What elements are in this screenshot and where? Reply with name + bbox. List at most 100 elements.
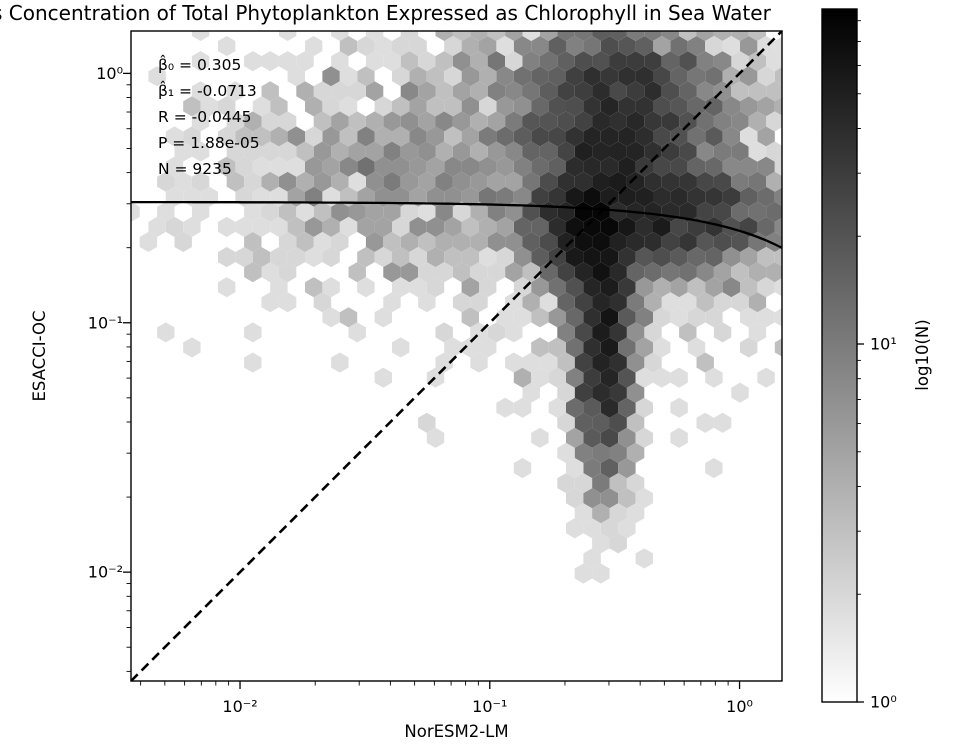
hexbin-cell	[687, 126, 706, 147]
hexbin-cell	[566, 277, 584, 298]
hexbin-cell	[670, 156, 688, 177]
hexbin-cell	[418, 141, 436, 162]
hexbin-cell	[688, 6, 705, 26]
hexbin-cell	[722, 126, 740, 147]
hexbin-cell	[461, 216, 479, 237]
hexbin-cell	[670, 216, 688, 237]
hexbin-cell	[609, 171, 627, 192]
hexbin-cell	[670, 36, 688, 57]
hexbin-cell	[609, 382, 627, 403]
hexbin-cell	[661, 111, 680, 132]
hexbin-cell	[566, 156, 584, 177]
hexbin-cell	[339, 307, 358, 328]
hexbin-cell	[626, 111, 645, 132]
hexbin-cell	[218, 36, 236, 57]
hexbin-cell	[626, 51, 645, 72]
hexbin-cell	[331, 81, 349, 102]
hexbin-cell	[661, 262, 680, 283]
axes-box	[130, 30, 783, 682]
hexbin-cell	[679, 141, 697, 162]
hexbin-cell	[670, 277, 688, 298]
hexbin-cell	[305, 96, 323, 117]
hexbin-cell	[522, 231, 540, 252]
hexbin-cell	[757, 367, 775, 388]
hexbin-cell	[757, 307, 775, 328]
hexbin-cell	[244, 352, 262, 373]
hexbin-cell	[713, 262, 732, 283]
hexbin-cell	[548, 96, 566, 117]
hexbin-cell	[748, 171, 767, 192]
hexbin-cell	[365, 81, 384, 102]
hexbin-cell	[505, 352, 523, 373]
hexbin-cell	[470, 51, 488, 72]
hexbin-cell	[452, 262, 471, 283]
hexbin-cell	[644, 262, 662, 283]
hexbin-cell	[313, 81, 332, 102]
hexbin-cell	[687, 96, 706, 117]
hexbin-cell	[609, 51, 627, 72]
hexbin-cell	[600, 216, 619, 237]
hexbin-cell	[313, 231, 332, 252]
hexbin-cell	[296, 231, 314, 252]
hexbin-cell	[766, 262, 782, 283]
hexbin-cell	[548, 186, 566, 207]
hexbin-cell	[574, 473, 593, 494]
hexbin-cell	[174, 231, 192, 252]
hexbin-cell	[165, 156, 184, 177]
hexbin-cell	[191, 171, 210, 192]
hexbin-cell	[452, 81, 471, 102]
hexbin-cell	[653, 247, 671, 268]
hexbin-cell	[357, 156, 375, 177]
hexbin-cell	[435, 171, 453, 192]
hexbin-cell	[435, 262, 453, 283]
hexbin-cell	[218, 156, 236, 177]
hexbin-cell	[487, 81, 506, 102]
hexbin-cell	[244, 201, 262, 222]
hexbin-cell	[523, 0, 540, 11]
stats-line-3: P = 1.88e-05	[158, 134, 260, 152]
hexbin-cell	[505, 231, 523, 252]
hexbin-cell	[313, 171, 332, 192]
hexbin-cell	[626, 31, 645, 41]
hexbin-cell	[574, 111, 593, 132]
hexbin-cell	[322, 247, 340, 268]
hexbin-cell	[226, 171, 245, 192]
hexbin-cell	[600, 36, 619, 57]
hexbin-cell	[452, 141, 471, 162]
hexbin-cell	[635, 427, 653, 448]
hexbin-cell	[322, 216, 340, 237]
hexbin-cell	[713, 201, 732, 222]
hexbin-cell	[513, 126, 532, 147]
hexbin-cell	[452, 292, 471, 313]
hexbin-cell	[505, 171, 523, 192]
hexbin-cell	[357, 216, 375, 237]
hexbin-cell	[592, 231, 610, 252]
axis-ticks	[123, 72, 741, 689]
hexbin-cell	[322, 66, 340, 87]
hexbin-cell	[539, 81, 558, 102]
hexbin-cell	[461, 307, 479, 328]
hexbin-cell	[435, 111, 453, 132]
hexbin-cell	[626, 171, 645, 192]
hexbin-cell	[278, 31, 297, 41]
hexbin-cell	[278, 111, 297, 132]
hexbin-cell	[539, 231, 558, 252]
hexbin-cell	[452, 31, 471, 41]
hexbin-cell	[792, 157, 809, 177]
colorbar-gradient	[822, 9, 857, 702]
hexbin-cell	[600, 337, 619, 358]
hexbin-cell	[679, 201, 697, 222]
hexbin-cell	[148, 66, 166, 87]
hexbin-cell	[705, 126, 723, 147]
hexbin-cell	[661, 51, 680, 72]
hexbin-cell	[252, 216, 271, 237]
hexbin-cell	[740, 337, 758, 358]
hexbin-cell	[574, 262, 593, 283]
hexbin-cell	[609, 533, 627, 554]
hexbin-cell	[635, 66, 653, 87]
hexbin-cell	[496, 397, 514, 418]
hexbin-cell	[653, 156, 671, 177]
hexbin-cell	[592, 31, 610, 41]
hexbin-cell	[731, 141, 749, 162]
hexbin-cell	[731, 292, 749, 313]
